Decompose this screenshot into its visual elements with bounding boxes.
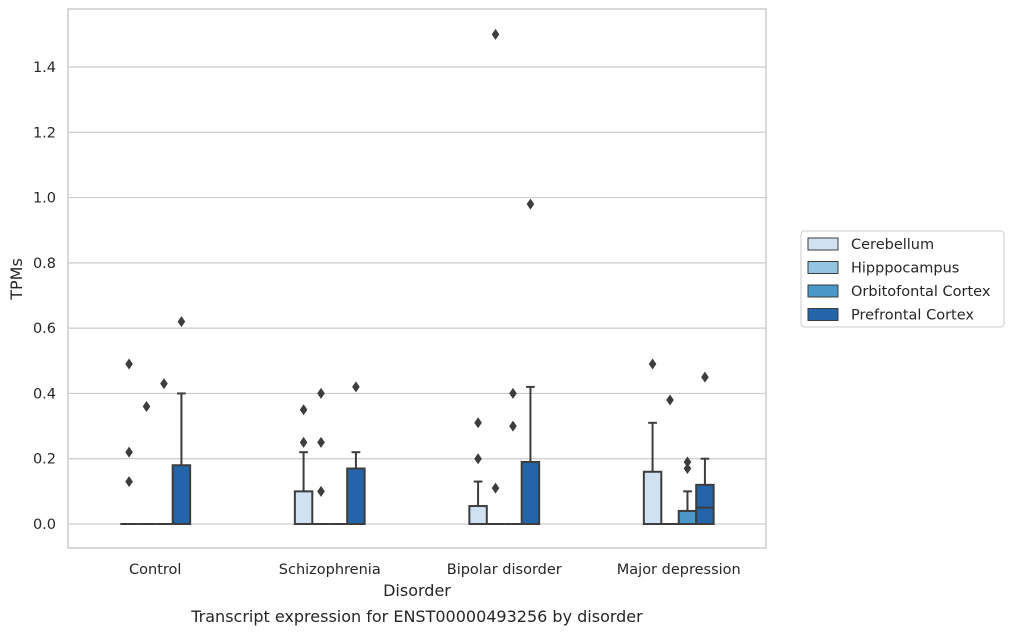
box-plot xyxy=(293,404,314,526)
tick-labels: 0.0 0.2 0.4 0.6 0.8 1.0 1.2 1.4 Control Schizophr… xyxy=(33,60,741,578)
y-tick-label: 0.2 xyxy=(33,452,56,468)
box xyxy=(695,483,715,526)
outlier-point xyxy=(299,404,308,416)
box xyxy=(642,470,663,525)
box xyxy=(468,505,488,525)
box xyxy=(346,467,366,525)
grid-lines xyxy=(68,66,766,525)
outlier-point xyxy=(491,28,500,40)
y-tick-label: 0.4 xyxy=(33,386,56,402)
outlier-point xyxy=(125,446,133,458)
box xyxy=(520,460,541,526)
y-tick-label: 0.8 xyxy=(33,256,56,272)
outlier-point xyxy=(509,387,517,399)
outlier-point xyxy=(474,453,482,465)
legend-swatch xyxy=(807,237,839,251)
box-plot xyxy=(504,387,522,525)
legend-frame xyxy=(800,230,1005,328)
outlier-point xyxy=(317,485,325,497)
legend-swatch xyxy=(807,261,839,274)
outlier-point xyxy=(474,417,482,429)
box-plot xyxy=(468,417,488,525)
legend-swatch xyxy=(807,308,839,321)
legend-swatch xyxy=(807,284,839,298)
y-axis-label: TPMs xyxy=(7,258,26,301)
box-plot xyxy=(120,358,138,525)
box-plot xyxy=(642,358,663,525)
outlier-point xyxy=(177,316,186,328)
y-tick-label: 1.0 xyxy=(33,191,56,207)
box-plot xyxy=(155,378,173,525)
outlier-point xyxy=(491,482,500,494)
x-axis-label: Disorder xyxy=(383,581,451,600)
legend-label: Hipppocampus xyxy=(851,261,959,277)
chart-caption: Transcript expression for ENST0000049325… xyxy=(190,607,643,626)
outlier-point xyxy=(317,436,325,448)
box xyxy=(677,509,698,526)
outlier-point xyxy=(317,387,325,399)
outlier-point xyxy=(526,198,535,210)
x-tick-label: Bipolar disorder xyxy=(447,562,562,578)
outlier-point xyxy=(125,476,133,488)
legend-label: Orbitofontal Cortex xyxy=(851,284,991,300)
box-plot xyxy=(137,400,156,525)
legend: Cerebellum Hipppocampus Orbitofontal Corte… xyxy=(800,230,1005,328)
outlier-point xyxy=(683,456,692,468)
x-tick-label: Schizophrenia xyxy=(279,562,381,578)
outlier-point xyxy=(299,436,308,448)
outlier-point xyxy=(125,358,133,370)
x-tick-label: Major depression xyxy=(617,562,741,578)
box-plot xyxy=(486,28,505,525)
outlier-point xyxy=(648,358,657,370)
outlier-point xyxy=(666,394,674,406)
x-tick-label: Control xyxy=(129,562,181,578)
box-plots xyxy=(120,28,715,526)
box-plot xyxy=(520,198,541,526)
y-tick-label: 1.2 xyxy=(33,125,56,141)
y-tick-label: 1.4 xyxy=(33,60,56,76)
y-tick-label: 0.0 xyxy=(33,517,56,533)
outlier-point xyxy=(683,463,692,475)
box-plot xyxy=(312,387,330,525)
box-plot xyxy=(695,371,715,526)
outlier-point xyxy=(352,381,360,393)
outlier-point xyxy=(509,420,517,432)
outlier-point xyxy=(160,378,168,390)
box xyxy=(293,490,314,526)
box-plot xyxy=(661,394,679,525)
box-plot xyxy=(677,456,698,526)
legend-label: Prefrontal Cortex xyxy=(851,308,974,324)
outlier-point xyxy=(142,400,151,412)
legend-label: Cerebellum xyxy=(851,237,934,253)
box-plot xyxy=(346,381,366,525)
box-plot xyxy=(171,316,192,525)
plot-frame xyxy=(67,8,767,549)
y-tick-label: 0.6 xyxy=(33,321,56,337)
outlier-point xyxy=(701,371,709,383)
box xyxy=(171,464,192,525)
